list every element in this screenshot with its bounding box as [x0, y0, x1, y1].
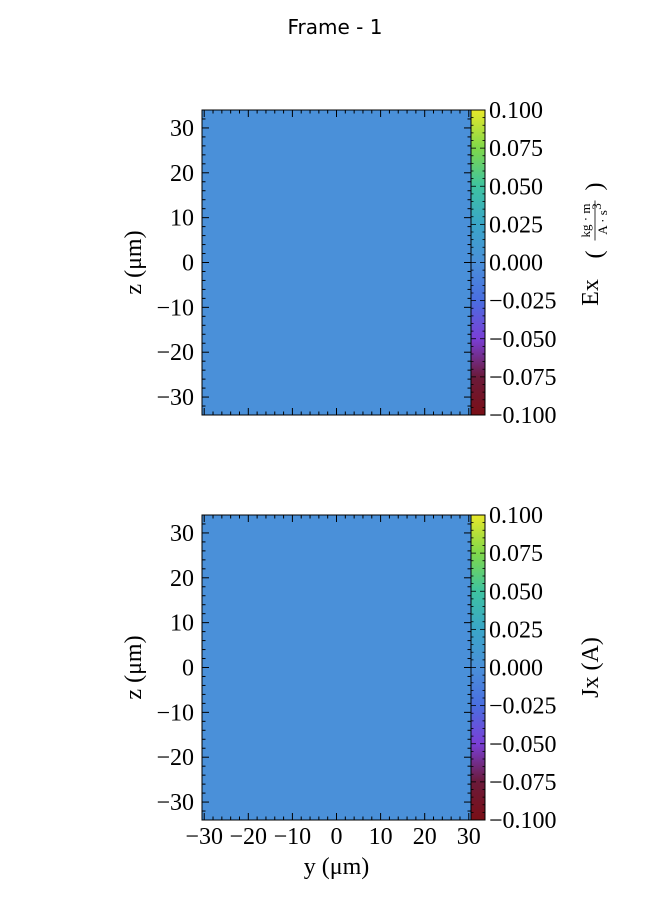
y-tick-label: 30 — [170, 521, 194, 547]
colorbar-label-name: Ex — [578, 279, 604, 306]
colorbar-tick-label: −0.025 — [489, 289, 557, 315]
unit-numerator: kg · m — [578, 204, 593, 238]
x-tick-label: 10 — [369, 824, 393, 850]
y-tick-label: 0 — [182, 656, 194, 682]
y-tick-label: 10 — [170, 611, 194, 637]
colorbar-tick-label: −0.100 — [489, 808, 557, 834]
colorbar-tick-label: 0.100 — [489, 503, 543, 529]
y-tick-label: −10 — [156, 295, 194, 321]
colorbar-tick-label: 0.025 — [489, 617, 543, 643]
x-tick-label: 30 — [457, 824, 481, 850]
colorbar-label: Jx (A) — [578, 637, 604, 698]
colorbar-tick-label: −0.025 — [489, 694, 557, 720]
colorbar-tick-label: 0.000 — [489, 251, 543, 277]
y-axis-label: z (μm) — [121, 635, 147, 699]
colorbar-tick-label: 0.100 — [489, 98, 543, 124]
x-tick-label: −30 — [185, 824, 223, 850]
colorbar-tick-label: 0.025 — [489, 212, 543, 238]
y-tick-label: −30 — [156, 790, 194, 816]
colorbar-tick-label: 0.050 — [489, 579, 543, 605]
y-tick-label: 10 — [170, 206, 194, 232]
unit-denominator: A · s — [595, 210, 610, 235]
x-tick-label: −20 — [230, 824, 268, 850]
figure-title: Frame - 1 — [288, 15, 383, 39]
heatmap-field — [202, 515, 471, 820]
colorbar-tick-label: 0.000 — [489, 656, 543, 682]
x-tick-label: −10 — [274, 824, 312, 850]
heatmap-field — [202, 110, 471, 415]
colorbar-tick-label: −0.050 — [489, 732, 557, 758]
colorbar-label-name: Jx (A) — [578, 637, 604, 698]
x-tick-label: 20 — [413, 824, 437, 850]
y-tick-label: 20 — [170, 161, 194, 187]
colorbar-tick-label: −0.075 — [489, 365, 557, 391]
y-tick-label: −20 — [156, 340, 194, 366]
colorbar-tick-label: −0.100 — [489, 403, 557, 429]
x-tick-label: 0 — [331, 824, 343, 850]
y-tick-label: −30 — [156, 385, 194, 411]
y-tick-label: −10 — [156, 700, 194, 726]
y-tick-label: 20 — [170, 566, 194, 592]
unit-paren-left: ( — [582, 251, 608, 259]
unit-paren-right: ) — [582, 183, 608, 191]
colorbar-tick-label: 0.075 — [489, 136, 543, 162]
colorbar-tick-label: 0.075 — [489, 541, 543, 567]
y-axis-label: z (μm) — [121, 230, 147, 294]
y-tick-label: 0 — [182, 251, 194, 277]
unit-power: 3 — [589, 203, 604, 210]
y-tick-label: −20 — [156, 745, 194, 771]
panel-top: −30 −20 −10 0 10 20 30 z (μm) −0.100 −0.075 −0.050… — [121, 98, 610, 429]
colorbar-tick-label: 0.050 — [489, 174, 543, 200]
y-tick-label: 30 — [170, 116, 194, 142]
colorbar-tick-label: −0.075 — [489, 770, 557, 796]
x-axis-label: y (μm) — [304, 854, 370, 880]
colorbar-tick-label: −0.050 — [489, 327, 557, 353]
